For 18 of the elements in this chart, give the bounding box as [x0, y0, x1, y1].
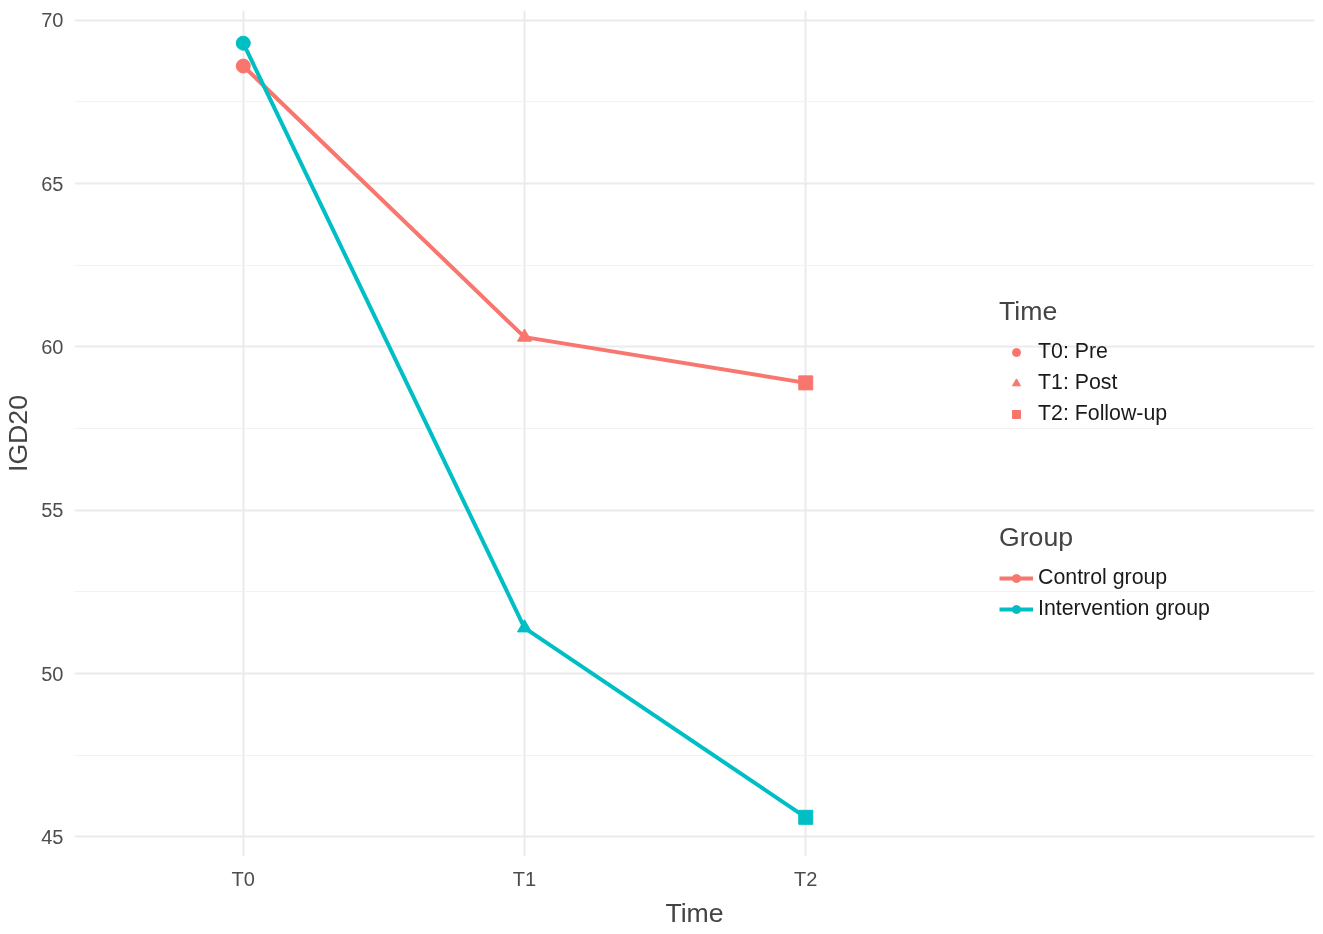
x-axis-title: Time [665, 897, 724, 928]
legend-label: Control group [1038, 565, 1168, 590]
y-axis-title: IGD20 [3, 394, 34, 473]
y-tick-label: 45 [41, 825, 64, 848]
x-tick-label: T2 [794, 867, 818, 890]
x-tick-label: T0 [231, 867, 255, 890]
y-tick-label: 55 [41, 499, 64, 522]
legend-label: Intervention group [1038, 596, 1210, 621]
legend-label: T0: Pre [1038, 339, 1108, 364]
y-tick-label: 65 [41, 172, 64, 195]
legend-label: T2: Follow-up [1038, 401, 1168, 426]
x-tick-label: T1 [512, 867, 537, 890]
y-tick-label: 60 [41, 335, 64, 358]
text: Time [999, 296, 1058, 326]
legend-label: T1: Post [1038, 370, 1118, 395]
text: Group [999, 522, 1074, 552]
y-tick-label: 70 [41, 9, 64, 32]
y-tick-label: 50 [41, 662, 64, 685]
